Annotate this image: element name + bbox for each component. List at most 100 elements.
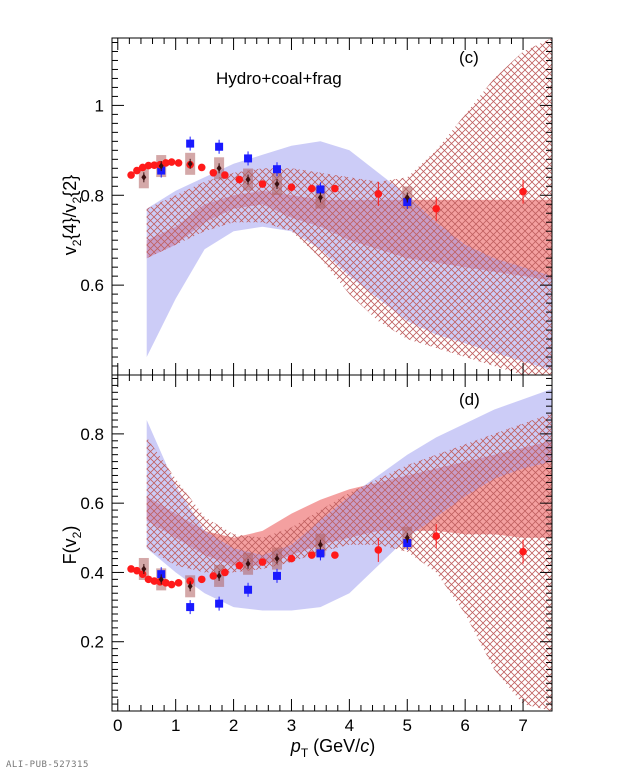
bottom-black-diamond [404, 534, 410, 542]
bottom-red-circle [374, 546, 383, 554]
bottom-data-points [127, 524, 527, 615]
bottom-red-circle [150, 577, 159, 585]
bottom-red-circle [162, 579, 170, 587]
bottom-red-circle [197, 575, 206, 584]
svg-text:pT (GeV/c): pT (GeV/c) [290, 736, 375, 760]
top-red-circle [127, 171, 135, 179]
top-black-diamond [404, 194, 410, 202]
x-tick-label: 0 [113, 716, 122, 735]
top-red-circle [150, 161, 159, 169]
top-red-circle [519, 187, 527, 196]
bottom-red-circle [287, 554, 296, 563]
bottom-blue-square [215, 599, 224, 608]
top-red-circle [432, 204, 441, 213]
bottom-red-circle [519, 547, 527, 556]
top-blue-square [244, 154, 253, 163]
svg-text:v2{4}/v2{2}: v2{4}/v2{2} [60, 175, 84, 255]
top-black-diamond [317, 194, 323, 202]
xlabel-unit-open: (GeV/ [313, 736, 360, 756]
bottom-blue-square [316, 549, 325, 558]
bottom-red-circle [186, 577, 194, 585]
bottom-black-diamond [187, 582, 193, 590]
bottom-blue-square [157, 570, 166, 579]
ylabel-top-p2: {4}/v [60, 204, 80, 240]
ylabel-top-p1: 2 [70, 239, 84, 246]
bottom-y-axis-label: F(v2) [60, 526, 84, 565]
publication-credit: ALI-PUB-527315 [6, 760, 89, 770]
panel-top: 0.6 0.8 1 (c) Hydro+coal+frag v2{4}/v2{2} [60, 37, 553, 376]
bottom-black-diamond [274, 555, 280, 563]
bottom-model-bands [146, 388, 552, 711]
top-data-points [127, 136, 527, 221]
top-blue-square [316, 185, 325, 194]
top-black-diamond [245, 176, 251, 184]
top-red-circle [287, 183, 296, 191]
bottom-red-circle [138, 570, 147, 578]
top-blue-square [273, 165, 281, 174]
model-annotation: Hydro+coal+frag [216, 69, 342, 88]
top-blue-square [186, 139, 195, 148]
xlabel-unit-c: c [360, 736, 369, 756]
x-tick-label: 6 [460, 716, 469, 735]
bottom-hatched-band [146, 413, 552, 711]
top-red-circle [174, 159, 183, 167]
bottom-red-circle [127, 565, 135, 573]
top-black-diamond [158, 162, 164, 170]
bottom-black-diamond [216, 572, 222, 580]
top-black-diamond [274, 180, 280, 188]
top-hatched-band [146, 38, 552, 375]
x-tick-label: 1 [171, 716, 180, 735]
bottom-red-circle [307, 551, 316, 559]
top-panel-label: (c) [459, 48, 479, 67]
xlabel-sub: T [301, 746, 309, 760]
top-red-circle [221, 171, 229, 179]
bottom-red-circle [221, 568, 229, 577]
bottom-black-diamond [245, 560, 251, 568]
bottom-y-tick-label: 0.6 [80, 494, 104, 513]
top-y-tick-label: 1 [95, 96, 104, 115]
top-red-circle [307, 184, 316, 193]
xlabel-p: p [290, 736, 301, 756]
top-y-tick-label: 0.6 [80, 276, 104, 295]
top-red-circle [374, 190, 383, 198]
top-red-circle [133, 166, 141, 175]
panel-bottom: 0.2 0.4 0.6 0.8 (d) F(v2) [60, 374, 553, 712]
bottom-red-circle [174, 579, 183, 587]
bottom-panel-label: (d) [459, 390, 480, 409]
top-black-diamond [141, 173, 147, 181]
xlabel-unit-close: ) [369, 736, 375, 756]
x-axis-title: pT (GeV/c) [290, 736, 375, 760]
top-red-circle [258, 180, 267, 188]
top-y-tick-label: 0.8 [80, 186, 104, 205]
bottom-blue-square [244, 585, 253, 594]
x-tick-label: 5 [403, 716, 412, 735]
bottom-red-circle [209, 572, 218, 580]
bottom-black-diamond [141, 565, 147, 573]
x-tick-label: 4 [345, 716, 354, 735]
x-tick-label: 7 [518, 716, 527, 735]
top-blue-square [215, 142, 224, 151]
bottom-red-circle [167, 580, 176, 589]
top-model-bands [146, 38, 552, 375]
x-tick-label: 2 [229, 716, 238, 735]
bottom-ticks: 0.2 0.4 0.6 0.8 [80, 375, 552, 712]
bottom-red-circle [235, 561, 244, 570]
bottom-red-circle [144, 575, 153, 584]
bottom-frame [111, 374, 553, 712]
top-red-circle [235, 175, 244, 184]
top-black-diamond [216, 164, 222, 172]
ylabel-bot-p2: ) [60, 526, 80, 532]
bottom-black-diamond [158, 575, 164, 583]
ylabel-top-p0: v [60, 246, 80, 255]
top-red-circle [209, 169, 218, 177]
bottom-y-tick-label: 0.4 [80, 563, 104, 582]
top-black-diamond [187, 160, 193, 168]
bottom-red-circle [432, 532, 441, 540]
top-red-circle [197, 163, 206, 172]
top-red-circle [138, 163, 147, 172]
bottom-red-circle [258, 558, 267, 566]
x-tick-label: 3 [287, 716, 296, 735]
ylabel-top-p3: 2 [70, 197, 84, 204]
bottom-blue-square [273, 571, 281, 580]
